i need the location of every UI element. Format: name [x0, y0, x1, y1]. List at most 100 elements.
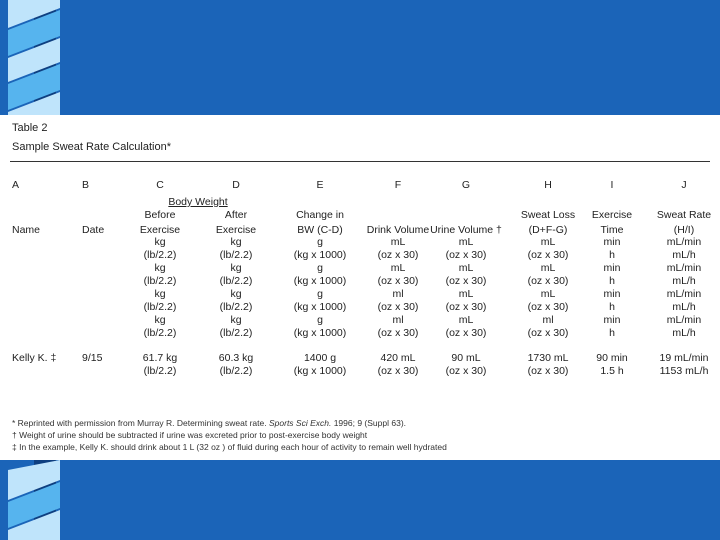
unit-cell: g — [317, 236, 323, 248]
column-letter: J — [681, 179, 687, 191]
unit-cell: kg — [154, 262, 166, 274]
unit-cell: mL — [390, 236, 406, 248]
unit-cell: kg — [230, 288, 242, 300]
header-cell: Urine Volume † — [430, 224, 502, 236]
unit-cell: (oz x 30) — [377, 327, 419, 339]
footnote: † Weight of urine should be subtracted i… — [12, 429, 367, 441]
footnote-citation: 1996; 9 (Suppl 63). — [331, 418, 407, 428]
unit-cell: mL — [458, 288, 474, 300]
unit-cell: mL/h — [672, 301, 696, 313]
unit-cell: (oz x 30) — [445, 301, 487, 313]
header-cell: Date — [82, 224, 105, 236]
header-cell: Exercise — [139, 224, 181, 236]
header-cell: Sweat Rate — [656, 209, 712, 221]
column-letter: H — [544, 179, 552, 191]
column-letter: G — [461, 179, 471, 191]
unit-cell: h — [609, 327, 615, 339]
column-letter: C — [156, 179, 164, 191]
header-cell: Exercise — [215, 224, 257, 236]
unit-cell: mL/min — [666, 262, 702, 274]
header-cell: Drink Volume — [366, 224, 430, 236]
unit-cell: (oz x 30) — [527, 301, 569, 313]
table-label: Table 2 — [12, 122, 48, 134]
unit-cell: (lb/2.2) — [143, 301, 177, 313]
column-letter: D — [232, 179, 240, 191]
column-letter: F — [394, 179, 402, 191]
unit-cell: kg — [154, 314, 166, 326]
unit-cell: (lb/2.2) — [219, 327, 253, 339]
unit-cell: mL — [458, 236, 474, 248]
example-cell: 1153 mL/h — [659, 365, 709, 377]
unit-cell: (oz x 30) — [527, 327, 569, 339]
unit-cell: kg — [230, 314, 242, 326]
unit-cell: (kg x 1000) — [293, 327, 347, 339]
unit-cell: kg — [230, 262, 242, 274]
header-cell: BW (C-D) — [297, 224, 343, 236]
unit-cell: g — [317, 314, 323, 326]
unit-cell: kg — [230, 236, 242, 248]
unit-cell: mL — [540, 236, 556, 248]
unit-cell: (lb/2.2) — [143, 327, 177, 339]
unit-cell: (lb/2.2) — [219, 249, 253, 261]
unit-cell: mL/h — [672, 249, 696, 261]
example-cell: (oz x 30) — [445, 365, 487, 377]
unit-cell: kg — [154, 236, 166, 248]
unit-cell: h — [609, 249, 615, 261]
unit-cell: mL/min — [666, 314, 702, 326]
column-letter: B — [82, 179, 90, 191]
column-letter: E — [316, 179, 324, 191]
unit-cell: min — [603, 314, 621, 326]
rule — [10, 161, 710, 162]
footnote-text: † Weight of urine should be subtracted i… — [12, 430, 368, 440]
table-title: Sample Sweat Rate Calculation* — [12, 141, 171, 153]
unit-cell: (oz x 30) — [377, 301, 419, 313]
unit-cell: (oz x 30) — [445, 249, 487, 261]
group-header: Body Weight — [168, 196, 228, 208]
footnote-journal: Sports Sci Exch. — [268, 418, 332, 428]
unit-cell: g — [317, 288, 323, 300]
unit-cell: (kg x 1000) — [293, 249, 347, 261]
header-cell: Change in — [296, 209, 344, 221]
unit-cell: mL/min — [666, 288, 702, 300]
footnote: * Reprinted with permission from Murray … — [12, 417, 406, 429]
header-cell: (D+F-G) — [528, 224, 568, 236]
example-cell: 19 mL/min — [659, 352, 709, 364]
example-cell: 9/15 — [82, 352, 103, 364]
unit-cell: min — [603, 236, 621, 248]
unit-cell: (oz x 30) — [527, 249, 569, 261]
unit-cell: (kg x 1000) — [293, 275, 347, 287]
unit-cell: (lb/2.2) — [143, 275, 177, 287]
unit-cell: g — [317, 262, 323, 274]
example-cell: 61.7 kg — [142, 352, 178, 364]
example-cell: (oz x 30) — [527, 365, 569, 377]
unit-cell: (oz x 30) — [527, 275, 569, 287]
header-cell: Exercise — [591, 209, 633, 221]
unit-cell: ml — [392, 314, 404, 326]
unit-cell: min — [603, 288, 621, 300]
column-letter: I — [610, 179, 614, 191]
unit-cell: h — [609, 301, 615, 313]
unit-cell: min — [603, 262, 621, 274]
unit-cell: h — [609, 275, 615, 287]
example-cell: (kg x 1000) — [293, 365, 347, 377]
header-cell: After — [224, 209, 248, 221]
unit-cell: mL — [390, 262, 406, 274]
header-cell: Sweat Loss — [520, 209, 576, 221]
header-cell: Name — [12, 224, 41, 236]
unit-cell: (lb/2.2) — [143, 249, 177, 261]
example-cell: 1400 g — [303, 352, 337, 364]
header-cell: Time — [600, 224, 624, 236]
table-panel — [0, 115, 720, 460]
example-cell: 1730 mL — [527, 352, 569, 364]
unit-cell: (oz x 30) — [377, 275, 419, 287]
unit-cell: (oz x 30) — [445, 275, 487, 287]
example-cell: 60.3 kg — [218, 352, 254, 364]
unit-cell: (lb/2.2) — [219, 275, 253, 287]
unit-cell: (kg x 1000) — [293, 301, 347, 313]
example-cell: (lb/2.2) — [143, 365, 177, 377]
footnote-text: * Reprinted with permission from Murray … — [12, 418, 269, 428]
ribbon-top — [8, 0, 60, 115]
header-cell: (H/I) — [673, 224, 695, 236]
unit-cell: mL — [458, 314, 474, 326]
